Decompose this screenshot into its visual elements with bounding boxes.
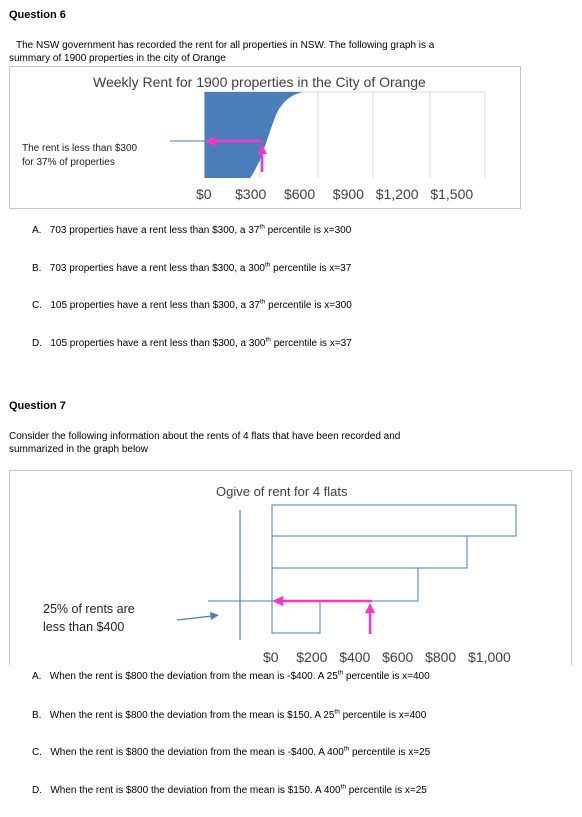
q6-intro-line1: The NSW government has recorded the rent…: [16, 40, 435, 51]
q7-step-1: [271, 600, 321, 634]
q7-option-c[interactable]: C. When the rent is $800 the deviation f…: [32, 745, 431, 758]
q7-tick: $0: [263, 649, 279, 665]
q7-step-2: [271, 567, 419, 602]
q6-option-d[interactable]: D. 105 properties have a rent less than …: [32, 336, 352, 349]
q7-tick: $600: [382, 649, 414, 665]
q6-arrow-up: [257, 144, 267, 154]
q6-x-ticks: $0 $300 $600 $900 $1,200 $1,500: [196, 186, 473, 202]
q7-x-ticks: $0 $200 $400 $600 $800 $1,000: [263, 649, 511, 665]
q7-intro-line2: summarized in the graph below: [9, 444, 148, 455]
q7-annotation-arrow: [210, 612, 219, 620]
q7-chart-title: Ogive of rent for 4 flats: [216, 484, 348, 499]
q7-arrow-left: [272, 596, 283, 606]
q7-tick: $800: [425, 649, 457, 665]
q6-tick: $900: [332, 186, 364, 202]
question-6-title: Question 6: [9, 9, 66, 21]
q7-option-d[interactable]: D. When the rent is $800 the deviation f…: [32, 783, 427, 796]
q6-intro-line2: summary of 1900 properties in the city o…: [9, 53, 226, 64]
q6-ogive-area: [205, 92, 303, 178]
q7-step-4: [271, 504, 517, 537]
q6-tick: $0: [196, 186, 212, 202]
q7-arrow-up: [365, 603, 375, 613]
q7-intro-line1: Consider the following information about…: [9, 431, 401, 442]
q7-annotation: 25% of rents are less than $400: [43, 602, 135, 634]
q7-option-a[interactable]: A. When the rent is $800 the deviation f…: [32, 669, 430, 682]
q7-step-3: [271, 535, 468, 569]
q6-tick: $600: [283, 186, 316, 202]
q7-tick: $200: [296, 649, 328, 665]
question-7-title: Question 7: [9, 400, 66, 412]
q6-tick: $300: [235, 186, 267, 202]
q6-option-b[interactable]: B. 703 properties have a rent less than …: [32, 261, 352, 274]
q6-chart-title: Weekly Rent for 1900 properties in the C…: [93, 74, 426, 90]
q7-tick: $1,000: [468, 649, 511, 665]
q6-arrow-left: [205, 136, 215, 146]
q7-chart-box: [9, 470, 572, 665]
q6-option-c[interactable]: C. 105 properties have a rent less than …: [32, 298, 352, 311]
q6-tick: $1,200: [375, 186, 419, 202]
q7-option-b[interactable]: B. When the rent is $800 the deviation f…: [32, 708, 427, 721]
q7-tick: $400: [339, 649, 371, 665]
q6-option-a[interactable]: A. 703 properties have a rent less than …: [32, 223, 352, 236]
q6-tick: $1,500: [430, 186, 474, 202]
q6-chart-box: [9, 66, 521, 209]
q6-annotation: The rent is less than $300 for 37% of pr…: [22, 143, 138, 168]
